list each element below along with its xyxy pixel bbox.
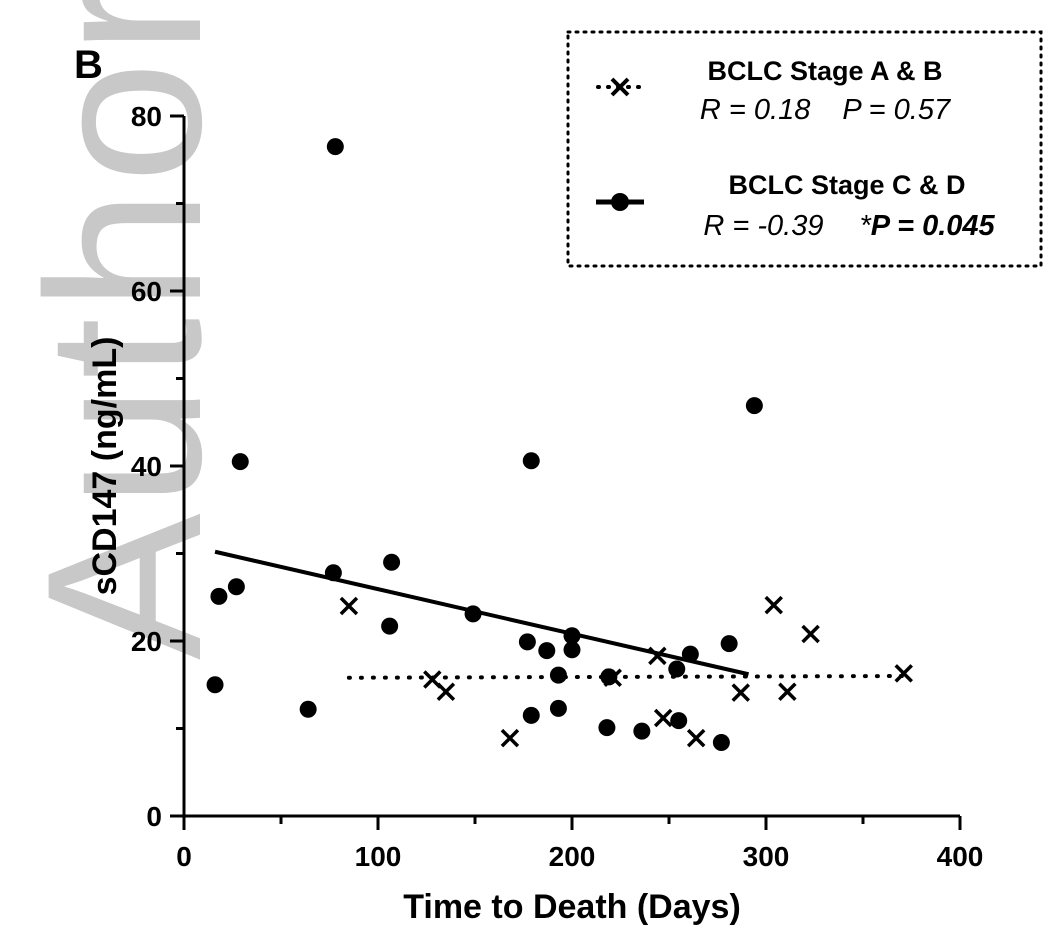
data-point-stage-cd — [745, 397, 763, 415]
legend-x-marker — [610, 77, 630, 97]
data-point-stage-cd — [549, 699, 567, 717]
data-point-stage-cd — [600, 668, 618, 686]
data-point-stage-cd — [633, 722, 651, 740]
data-point-stage-ab — [801, 624, 820, 644]
legend: BCLC Stage A & B R = 0.18 P = 0.57 BCLC S… — [566, 30, 1043, 268]
legend-r-stage-cd: R = -0.39 — [703, 210, 823, 242]
legend-stats-stage-ab: R = 0.18 P = 0.57 — [700, 94, 952, 126]
legend-p-stage-ab: P = 0.57 — [842, 94, 952, 126]
data-point-stage-ab — [731, 683, 751, 702]
legend-p-prefix-stage-cd: * — [859, 210, 872, 242]
data-point-stage-cd — [522, 452, 540, 470]
data-point-stage-ab — [436, 682, 456, 701]
data-point-stage-ab — [686, 728, 706, 748]
legend-stats-stage-cd: R = -0.39 *P = 0.045 — [703, 210, 995, 242]
data-point-stage-cd — [381, 617, 399, 635]
x-tick-label: 300 — [743, 841, 790, 872]
data-point-stage-cd — [720, 635, 738, 653]
data-point-stage-cd — [712, 734, 730, 751]
data-point-stage-cd — [670, 712, 688, 730]
y-tick-label: 0 — [146, 801, 162, 832]
legend-label-stage-cd: BCLC Stage C & D — [728, 170, 965, 200]
legend-p-stage-cd: P = 0.045 — [871, 210, 996, 242]
y-axis-title: sCD147 (ng/mL) — [86, 337, 124, 596]
panel-label: B — [74, 43, 103, 87]
data-point-stage-cd — [518, 633, 536, 651]
x-axis-title: Time to Death (Days) — [403, 888, 741, 926]
data-point-stage-ab — [500, 728, 520, 748]
watermark-text: Author M — [1, 0, 247, 660]
data-point-stage-cd — [563, 641, 581, 659]
y-tick-label: 20 — [131, 626, 162, 657]
data-point-stage-cd — [538, 642, 556, 660]
data-point-stage-cd — [206, 676, 224, 694]
data-point-stage-cd — [668, 660, 686, 678]
data-point-stage-cd — [299, 700, 317, 718]
data-points — [206, 138, 913, 751]
data-point-stage-ab — [648, 646, 667, 666]
y-tick-label: 40 — [131, 451, 162, 482]
data-point-stage-cd — [324, 564, 342, 582]
data-point-stage-cd — [598, 719, 616, 737]
fit-line-stage-ab — [346, 674, 906, 680]
data-point-stage-ab — [653, 708, 673, 728]
data-point-stage-cd — [227, 578, 245, 596]
data-point-stage-cd — [522, 706, 540, 724]
legend-circle-marker — [611, 193, 629, 211]
x-tick-label: 400 — [937, 841, 984, 872]
data-point-stage-cd — [563, 627, 581, 645]
fit-lines — [214, 549, 906, 680]
fit-line-stage-cd — [214, 549, 749, 677]
data-point-stage-cd — [383, 553, 401, 571]
data-point-stage-cd — [326, 138, 344, 156]
data-point-stage-ab — [778, 682, 797, 701]
legend-label-stage-ab: BCLC Stage A & B — [707, 56, 942, 86]
data-point-stage-ab — [339, 596, 359, 616]
data-point-stage-cd — [681, 645, 699, 663]
axis-ticks: 0 100 200 300 400 0 20 40 60 80 — [131, 101, 984, 872]
y-tick-label: 60 — [131, 276, 162, 307]
data-point-stage-ab — [764, 595, 783, 615]
x-tick-label: 200 — [549, 841, 596, 872]
data-point-stage-cd — [210, 587, 228, 605]
y-tick-label: 80 — [131, 101, 162, 132]
data-point-stage-ab — [894, 664, 913, 683]
data-point-stage-cd — [549, 666, 567, 684]
x-tick-label: 0 — [176, 841, 192, 872]
x-tick-label: 100 — [355, 841, 402, 872]
legend-frame — [566, 30, 1043, 268]
data-point-stage-cd — [464, 605, 482, 623]
data-point-stage-cd — [231, 453, 249, 471]
legend-r-stage-ab: R = 0.18 — [700, 94, 810, 126]
